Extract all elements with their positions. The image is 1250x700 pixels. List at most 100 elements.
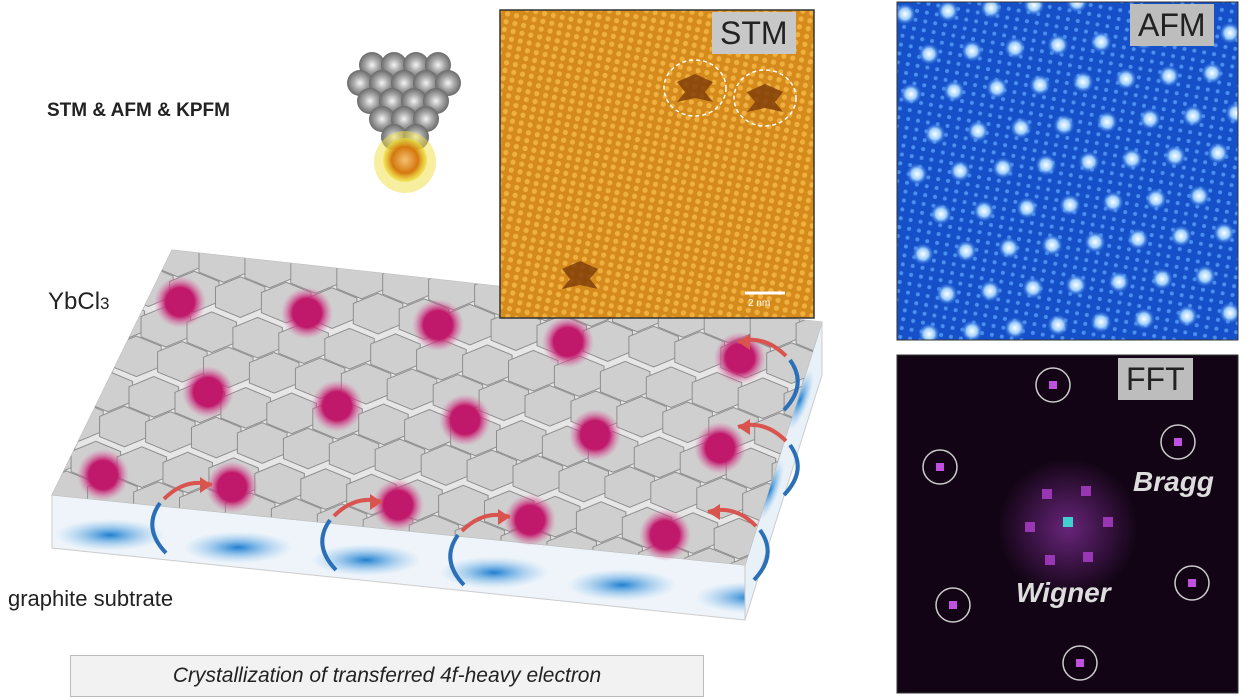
afm-wigner-spot xyxy=(1158,65,1180,87)
electron-dot xyxy=(504,494,556,546)
hex-tile xyxy=(696,477,747,519)
hex-tile xyxy=(575,501,627,543)
substrate-charge-blob xyxy=(55,519,165,551)
fft-spots xyxy=(922,367,1210,681)
hex-tile xyxy=(462,344,513,387)
hex-tile xyxy=(282,427,334,470)
bragg-peak-circle xyxy=(935,587,971,623)
electron-dot xyxy=(569,409,621,461)
hex-tile xyxy=(616,395,667,438)
afm-wigner-spot xyxy=(1182,105,1204,127)
afm-image xyxy=(896,1,1239,341)
hex-tile xyxy=(825,278,875,319)
substrate-label: graphite subtrate xyxy=(8,586,174,611)
stm-image xyxy=(499,9,815,319)
afm-wigner-spot xyxy=(1096,111,1118,133)
tip-apex-atom xyxy=(383,138,427,182)
wigner-peak-label: Wigner xyxy=(1016,577,1111,608)
substrate-charge-blob xyxy=(786,369,814,431)
afm-wigner-spot xyxy=(1145,188,1167,210)
hex-tile xyxy=(370,333,421,376)
afm-wigner-spot xyxy=(1115,68,1137,90)
afm-wigner-spot xyxy=(973,200,995,222)
afm-wigner-spot xyxy=(1151,268,1173,290)
bragg-peak-label: Bragg xyxy=(1133,466,1214,497)
afm-wigner-spot xyxy=(1207,142,1229,164)
afm-wigner-spot xyxy=(1066,2,1088,13)
techniques-label: STM & AFM & KPFM xyxy=(47,100,230,121)
hex-tile xyxy=(215,276,266,318)
afm-wigner-spot xyxy=(1219,22,1238,44)
bragg-peak-circle xyxy=(1174,565,1210,601)
electron-dot xyxy=(542,316,594,368)
afm-wigner-spot xyxy=(1065,274,1087,296)
afm-wigner-spot xyxy=(1078,151,1100,173)
afm-wigner-spot xyxy=(1004,317,1026,339)
hex-tile xyxy=(248,351,300,394)
hex-tile xyxy=(145,411,196,453)
afm-wigner-spot xyxy=(1004,37,1026,59)
transfer-arrow-blue xyxy=(150,501,168,555)
hex-tile xyxy=(416,338,467,381)
electron-dot xyxy=(281,287,333,339)
hex-tile xyxy=(65,329,116,372)
electron-dot xyxy=(439,394,491,446)
hex-tile xyxy=(558,460,609,503)
hex-tile xyxy=(128,376,180,418)
afm-wigner-spot xyxy=(1084,231,1106,253)
afm-wigner-spot xyxy=(1090,311,1112,333)
bragg-peak-circle xyxy=(922,449,958,485)
bragg-peak xyxy=(1049,381,1057,389)
defect-marker-circle xyxy=(663,59,727,117)
hex-tile xyxy=(232,316,283,359)
material-subscript: 3 xyxy=(100,294,110,313)
afm-wigner-spot xyxy=(998,237,1020,259)
afm-wigner-spot xyxy=(979,280,1001,302)
hex-tile xyxy=(300,468,351,510)
fft-center-peak xyxy=(1063,517,1073,527)
afm-wigner-spot xyxy=(897,3,916,25)
bragg-peak xyxy=(936,463,944,471)
afm-wigner-spot xyxy=(1022,277,1044,299)
electron-dot xyxy=(372,479,424,531)
hex-tile xyxy=(524,384,576,427)
material-label: YbCl3 xyxy=(48,288,110,316)
scale-bar-label: 2 nm xyxy=(748,298,771,309)
electron-dot xyxy=(206,461,258,513)
afm-wigner-spot xyxy=(1047,34,1069,56)
transfer-arrow-blue xyxy=(752,528,770,582)
hex-tile xyxy=(438,484,489,527)
afm-wigner-spot xyxy=(1102,191,1124,213)
material-formula: YbCl xyxy=(48,288,101,315)
wigner-peak xyxy=(1103,517,1113,527)
transfer-arrow-blue xyxy=(782,443,800,497)
electron-dot xyxy=(639,509,691,561)
hex-tile xyxy=(328,433,380,475)
bragg-peak xyxy=(949,601,957,609)
hex-tile xyxy=(599,360,651,403)
electrons xyxy=(77,276,766,561)
afm-wigner-spot xyxy=(992,157,1014,179)
stm-defects xyxy=(562,59,797,289)
arrow-head xyxy=(370,494,382,510)
probe-tip-icon xyxy=(347,52,461,193)
afm-wigner-spot xyxy=(1108,271,1130,293)
hex-tile xyxy=(466,449,518,492)
wigner-peak xyxy=(1025,522,1035,532)
afm-wigner-spot xyxy=(943,80,965,102)
substrate-charge-blob xyxy=(311,544,421,576)
wigner-peak xyxy=(1081,486,1091,496)
afm-wigner-spot xyxy=(924,123,946,145)
afm-wigner-spot xyxy=(906,163,928,185)
hex-tile xyxy=(684,547,735,565)
afm-wigner-spot xyxy=(1072,71,1094,93)
arrow-head xyxy=(708,504,720,520)
afm-wigner-spot xyxy=(1121,148,1143,170)
hex-tile xyxy=(236,422,288,464)
afm-wigner-spot xyxy=(980,2,1002,19)
electron-dot xyxy=(311,380,363,432)
afm-wigner-spot xyxy=(918,43,940,65)
substrate-charge-blob xyxy=(439,556,549,589)
hex-tile xyxy=(352,292,404,335)
